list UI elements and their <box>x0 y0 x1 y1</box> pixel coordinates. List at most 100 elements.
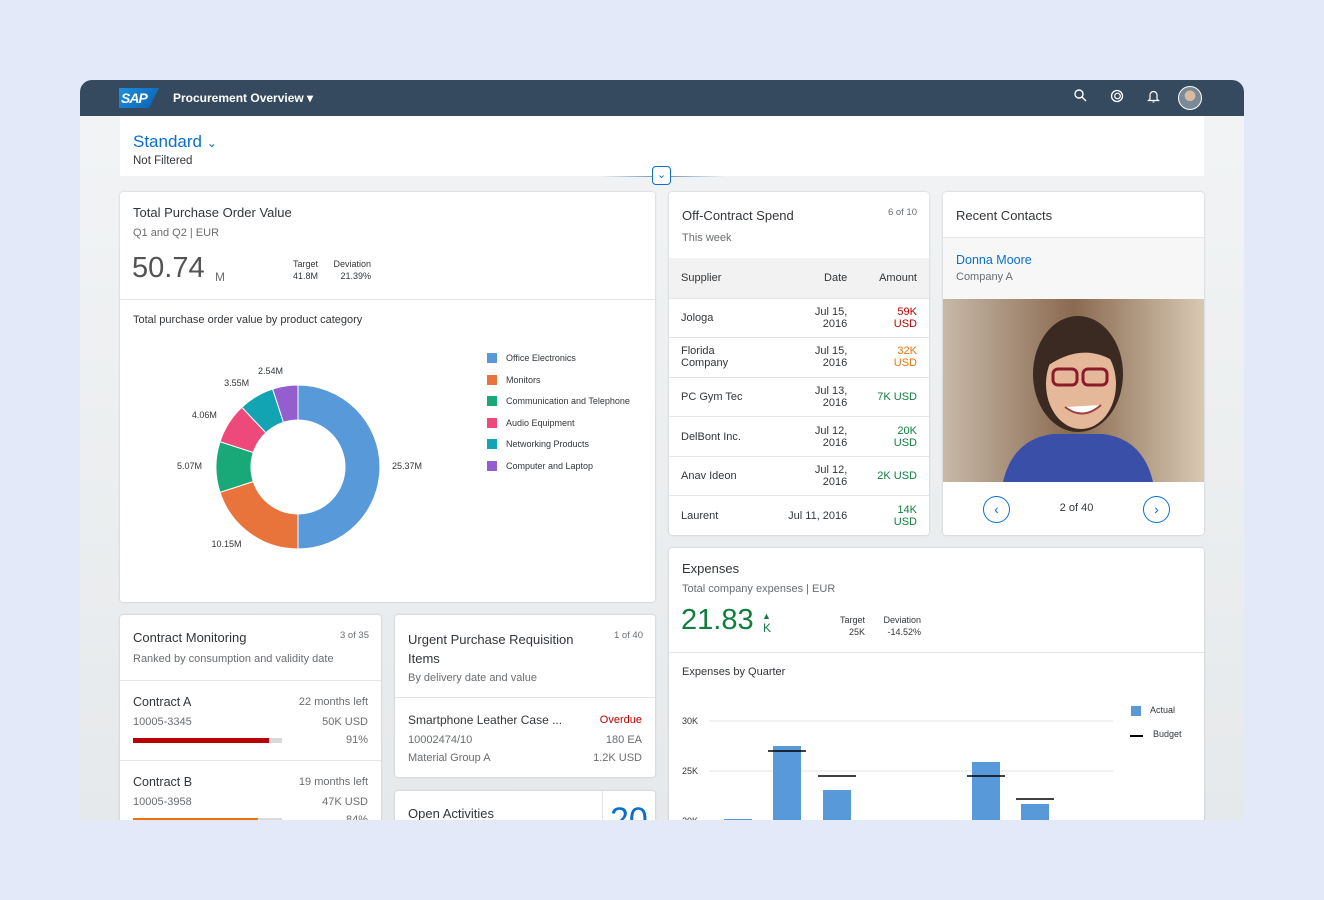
expenses-card[interactable]: Expenses Total company expenses | EUR 21… <box>669 548 1204 820</box>
target-label: Target <box>839 615 865 625</box>
app-title-menu[interactable]: Procurement Overview ▾ <box>173 91 314 105</box>
legend-swatch <box>487 396 497 407</box>
legend-label: Computer and Laptop <box>506 461 594 471</box>
bell-icon[interactable] <box>1144 89 1162 107</box>
actual-bar[interactable] <box>724 819 752 820</box>
contract-item[interactable]: Contract A 22 months left 10005-3345 50K… <box>120 680 381 760</box>
variant-selector[interactable]: Standard ⌄ <box>133 132 217 152</box>
next-contact-button[interactable]: › <box>1143 496 1170 523</box>
actual-bar[interactable] <box>1021 804 1049 820</box>
data-label: 2.54M <box>257 366 283 377</box>
card-title: Total Purchase Order Value <box>133 205 292 220</box>
search-icon[interactable] <box>1071 89 1089 107</box>
card-subtitle: Q1 and Q2 | EUR <box>133 227 220 239</box>
supplier-cell: DelBont Inc. <box>669 416 777 457</box>
date-cell: Jul 12, 2016 <box>776 456 860 497</box>
bar-chart: 30K 25K 20K <box>682 716 1113 820</box>
card-title: Off-Contract Spend <box>682 208 794 223</box>
contract-item[interactable]: Contract B 19 months left 10005-3958 47K… <box>120 760 381 820</box>
table-row[interactable]: Jologa Jul 15, 2016 59K USD <box>669 298 929 339</box>
data-label: 25.37M <box>392 461 423 471</box>
date-cell: Jul 12, 2016 <box>776 416 860 457</box>
urgent-requisition-card[interactable]: Urgent Purchase Requisition Items 1 of 4… <box>395 615 655 777</box>
open-activities-card[interactable]: Open Activities 20 <box>395 791 655 820</box>
data-label: 10.15M <box>211 538 242 549</box>
y-tick-label: 30K <box>682 716 698 726</box>
contract-name: Contract B <box>133 775 193 789</box>
donut-slice[interactable] <box>297 384 381 550</box>
legend-item[interactable]: Computer and Laptop <box>487 461 593 471</box>
card-subtitle: This week <box>682 232 732 244</box>
amount-cell: 2K USD <box>859 456 929 497</box>
column-header[interactable]: Amount <box>859 258 929 299</box>
kpi-value: 50.74 <box>132 252 205 284</box>
off-contract-card[interactable]: Off-Contract Spend 6 of 10 This week Sup… <box>669 192 929 535</box>
table-row[interactable]: Florida Company Jul 15, 2016 32K USD <box>669 337 929 378</box>
actual-bar[interactable] <box>972 762 1000 820</box>
kpi-value: 21.83 <box>681 604 754 636</box>
contract-monitoring-card[interactable]: Contract Monitoring 3 of 35 Ranked by co… <box>120 615 381 820</box>
chart-title: Total purchase order value by product ca… <box>133 314 363 326</box>
table-row[interactable]: PC Gym Tec Jul 13, 2016 7K USD <box>669 377 929 418</box>
supplier-cell: Laurent <box>669 495 777 535</box>
date-cell: Jul 15, 2016 <box>776 337 860 378</box>
contact-photo <box>943 299 1204 482</box>
table-row[interactable]: Laurent Jul 11, 2016 14K USD <box>669 495 929 535</box>
legend-item[interactable]: Office Electronics <box>487 353 576 363</box>
table-row[interactable]: DelBont Inc. Jul 12, 2016 20K USD <box>669 416 929 457</box>
amount-cell: 7K USD <box>859 377 929 418</box>
collapse-header-button[interactable]: ⌄ <box>652 166 671 185</box>
legend-item[interactable]: Networking Products <box>487 439 590 450</box>
legend-item[interactable]: Communication and Telephone <box>487 396 630 407</box>
months-left: 19 months left <box>298 776 368 788</box>
contact-name-link[interactable]: Donna Moore <box>956 253 1032 267</box>
item-name[interactable]: Smartphone Leather Case ... <box>408 713 563 727</box>
legend-swatch <box>487 417 497 428</box>
legend-actual-swatch <box>1131 706 1141 716</box>
contract-value: 47K USD <box>322 796 368 808</box>
consumption-percent: 91% <box>345 734 368 746</box>
legend-actual: Actual <box>1150 705 1176 715</box>
chevron-down-icon: ⌄ <box>206 136 217 150</box>
data-label: 4.06M <box>191 409 217 420</box>
previous-contact-button[interactable]: ‹ <box>983 496 1010 523</box>
amount-cell: 14K USD <box>859 495 929 535</box>
card-title: Contract Monitoring <box>133 630 247 645</box>
supplier-cell: Anav Ideon <box>669 456 777 497</box>
deviation-value: -14.52% <box>887 627 921 637</box>
off-contract-table: Supplier Date Amount Jologa Jul 15, 2016 5… <box>669 258 929 535</box>
avatar[interactable] <box>1178 86 1202 110</box>
po-value-card[interactable]: Total Purchase Order Value Q1 and Q2 | E… <box>120 192 655 602</box>
donut-slice[interactable] <box>272 384 299 423</box>
legend-budget: Budget <box>1153 729 1182 739</box>
contract-id: 10005-3345 <box>133 716 192 728</box>
legend-swatch <box>487 439 497 450</box>
supplier-cell: Florida Company <box>669 337 777 378</box>
actual-bar[interactable] <box>773 746 801 820</box>
recent-contacts-card[interactable]: Recent Contacts Donna Moore Company A ‹ … <box>943 192 1204 535</box>
contact-company: Company A <box>956 271 1013 283</box>
column-header[interactable]: Supplier <box>669 258 777 299</box>
filter-status: Not Filtered <box>133 155 193 167</box>
legend-swatch <box>487 461 497 471</box>
deviation-label: Deviation <box>883 615 921 625</box>
activities-count: 20 <box>610 801 648 820</box>
y-tick-label: 20K <box>682 816 698 820</box>
card-title: Recent Contacts <box>956 208 1053 223</box>
consumption-progress-bar <box>133 818 282 820</box>
column-header[interactable]: Date <box>776 258 860 299</box>
contract-id: 10005-3958 <box>133 796 192 808</box>
amount-cell: 20K USD <box>859 416 929 457</box>
legend-swatch <box>487 374 497 385</box>
legend-label: Networking Products <box>506 439 590 450</box>
chevron-right-icon: › <box>1154 501 1159 517</box>
legend-item[interactable]: Audio Equipment <box>487 417 575 428</box>
supplier-cell: Jologa <box>669 298 777 339</box>
legend-item[interactable]: Monitors <box>487 374 541 385</box>
card-title: Urgent Purchase Requisition Items <box>408 632 574 666</box>
actual-bar[interactable] <box>823 790 851 820</box>
table-row[interactable]: Anav Ideon Jul 12, 2016 2K USD <box>669 456 929 497</box>
copilot-icon[interactable] <box>1108 89 1126 107</box>
chevron-down-icon: ⌄ <box>656 169 667 181</box>
date-cell: Jul 13, 2016 <box>776 377 860 418</box>
